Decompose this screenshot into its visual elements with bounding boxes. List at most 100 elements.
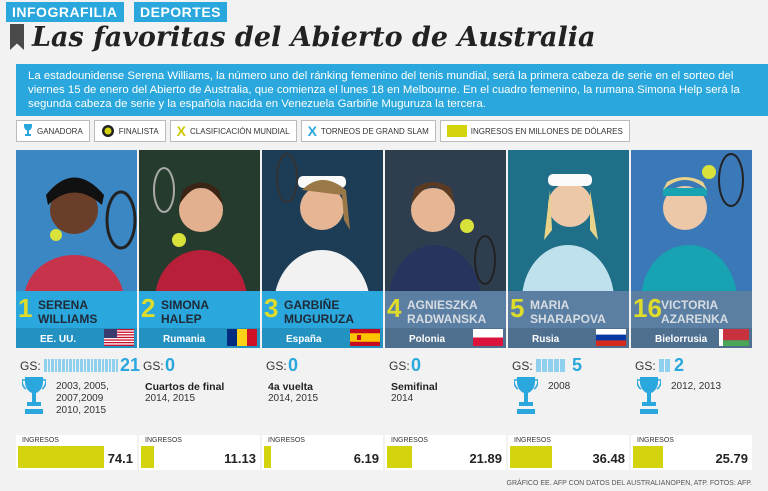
income-box: INGRESOS 74.1 (16, 435, 137, 470)
country-label: EE. UU. (40, 334, 77, 345)
results-box: 2012, 2013 (631, 377, 752, 431)
country-label: Rusia (532, 334, 560, 345)
trophy-icon (514, 377, 538, 414)
player-photo (16, 150, 137, 291)
belarus-flag-icon (719, 329, 749, 346)
name-bar: 2 SIMONA HALEP Rumania (139, 291, 260, 348)
income-bar (510, 446, 552, 468)
x-yellow-icon: X (176, 123, 186, 139)
category-tag[interactable]: DEPORTES (134, 2, 228, 22)
income-box: INGRESOS 6.19 (262, 435, 383, 470)
player-card: 16 VICTORIA AZARENKA Bielorrusia GS: 2 20… (631, 150, 752, 470)
best-result: 4a vuelta (268, 381, 313, 393)
finalist-icon (101, 125, 114, 137)
gs-tally-mark (659, 359, 664, 372)
income-bar (18, 446, 104, 468)
player-name: GARBIÑE MUGURUZA (284, 298, 354, 326)
gs-count: 5 (572, 355, 583, 375)
player-photo (631, 150, 752, 291)
country-label: Rumania (163, 334, 206, 345)
gs-tally-mark (542, 359, 547, 372)
results-box: 2003, 2005, 2007,2009 2010, 2015 (16, 377, 137, 431)
gs-bars (44, 359, 119, 372)
trophy-icon (24, 124, 32, 136)
romania-flag-icon (227, 329, 257, 346)
intro-text: La estadounidense Serena Williams, la nú… (16, 64, 768, 116)
gs-tally-mark (44, 359, 47, 372)
gs-tally-mark (72, 359, 76, 372)
income-label: INGRESOS (268, 437, 305, 444)
gs-tally-mark (548, 359, 553, 372)
gs-tally-mark (554, 359, 559, 372)
usa-flag-icon (104, 329, 134, 346)
income-bar (633, 446, 663, 468)
gs-label: GS: (512, 359, 533, 373)
grand-slam-row: GS: 21 (16, 355, 140, 377)
player-card: 2 SIMONA HALEP Rumania GS: 0 Cuartos de f… (139, 150, 260, 470)
player-name: MARIA SHARAPOVA (530, 298, 606, 326)
ranking: 3 (264, 293, 279, 323)
income-value: 11.13 (224, 451, 256, 466)
grand-slam-row: GS: 0 (385, 355, 506, 377)
legend: GANADORA FINALISTA X CLASIFICACIÓN MUNDI… (16, 120, 630, 144)
winner-years: 2012, 2013 (671, 381, 722, 392)
gs-count: 0 (288, 355, 299, 375)
income-bar (264, 446, 271, 468)
legend-item-ranking: X CLASIFICACIÓN MUNDIAL (169, 120, 297, 142)
ranking: 2 (141, 293, 156, 323)
grand-slam-row: GS: 2 (631, 355, 752, 377)
grand-slam-row: GS: 0 (262, 355, 383, 377)
gs-tally-mark (61, 359, 65, 372)
name-bar: 5 MARIA SHARAPOVA Rusia (508, 291, 629, 348)
gs-label: GS: (635, 359, 656, 373)
winner-years: 2003, 2005, 2007,2009 2010, 2015 (56, 381, 109, 416)
gs-tally-mark (536, 359, 541, 372)
income-box: INGRESOS 25.79 (631, 435, 752, 470)
name-bar: 4 AGNIESZKA RADWANSKA Polonia (385, 291, 506, 348)
country-label: Bielorrusia (655, 334, 708, 345)
player-card: 4 AGNIESZKA RADWANSKA Polonia GS: 0 Semif… (385, 150, 506, 470)
section-tag[interactable]: INFOGRAFILIA (6, 2, 124, 22)
gs-tally-mark (76, 359, 79, 372)
legend-item-grand-slam: X TORNEOS DE GRAND SLAM (300, 120, 436, 142)
player-photo (508, 150, 629, 291)
gs-tally-mark (83, 359, 87, 372)
income-label: INGRESOS (145, 437, 182, 444)
page-title: Las favoritas del Abierto de Australia (32, 22, 596, 53)
credit-line: GRÁFICO EE. AFP CON DATOS DEL AUSTRALIAN… (506, 480, 752, 487)
gs-tally-mark (58, 359, 61, 372)
legend-label: FINALISTA (118, 126, 159, 136)
income-value: 25.79 (715, 451, 748, 466)
spain-flag-icon (350, 329, 380, 346)
legend-item-finalist: FINALISTA (93, 120, 166, 142)
income-box: INGRESOS 36.48 (508, 435, 629, 470)
results-box: Semifinal 2014 (385, 377, 506, 431)
best-result: Semifinal (391, 381, 438, 393)
legend-item-income: INGRESOS EN MILLONES DE DÓLARES (439, 120, 630, 142)
gs-tally-mark (115, 359, 119, 372)
gs-count: 0 (411, 355, 422, 375)
top-bar: INFOGRAFILIA DEPORTES (0, 0, 768, 22)
income-label: INGRESOS (22, 437, 59, 444)
ranking: 4 (387, 293, 402, 323)
gs-label: GS: (266, 359, 287, 373)
player-photo (385, 150, 506, 291)
best-result-years: 2014 (391, 393, 414, 404)
player-name: SERENA WILLIAMS (38, 298, 98, 326)
gs-bars (536, 359, 565, 372)
gs-tally-mark (69, 359, 72, 372)
gs-tally-mark (665, 359, 670, 372)
legend-label: CLASIFICACIÓN MUNDIAL (190, 126, 290, 136)
legend-label: INGRESOS EN MILLONES DE DÓLARES (470, 126, 623, 136)
best-result: Cuartos de final (145, 381, 225, 393)
x-blue-icon: X (307, 123, 317, 139)
best-result-years: 2014, 2015 (268, 393, 319, 404)
player-card: 1 SERENA WILLIAMS EE. UU. GS: 21 2003, 20… (16, 150, 140, 470)
results-box: Cuartos de final 2014, 2015 (139, 377, 260, 431)
player-columns: 1 SERENA WILLIAMS EE. UU. GS: 21 2003, 20… (16, 150, 754, 470)
income-bar (141, 446, 154, 468)
player-name: SIMONA HALEP (161, 298, 209, 326)
ranking: 1 (18, 293, 33, 323)
name-bar: 3 GARBIÑE MUGURUZA España (262, 291, 383, 348)
results-box: 4a vuelta 2014, 2015 (262, 377, 383, 431)
